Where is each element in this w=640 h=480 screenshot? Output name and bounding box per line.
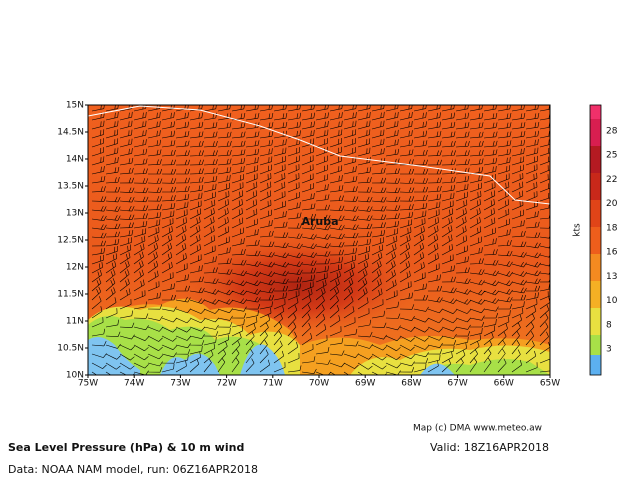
- colorbar-swatch: [590, 119, 601, 146]
- lat-label: 13.5N: [57, 182, 84, 192]
- colorbar-label: 20: [606, 199, 618, 209]
- colorbar-label: 25: [606, 151, 617, 161]
- place-label: Aruba: [301, 215, 338, 228]
- valid-time: Valid: 18Z16APR2018: [430, 441, 549, 454]
- lon-label: 65W: [540, 379, 560, 389]
- colorbar-swatch: [590, 355, 601, 375]
- colorbar-unit: kts: [573, 223, 583, 237]
- colorbar-swatch: [590, 105, 601, 119]
- colorbar-label: 16: [606, 248, 618, 258]
- colorbar-swatch: [590, 200, 601, 227]
- lon-label: 68W: [401, 379, 421, 389]
- colorbar-label: 13: [606, 272, 617, 282]
- colorbar-label: 10: [606, 296, 618, 306]
- colorbar-swatch: [590, 227, 601, 254]
- lat-label: 14N: [66, 155, 84, 165]
- lat-label: 12N: [66, 263, 84, 273]
- colorbar-swatch: [590, 146, 601, 173]
- colorbar-swatch: [590, 308, 601, 335]
- lat-label: 15N: [66, 101, 84, 111]
- lat-label: 10N: [66, 371, 84, 381]
- lon-label: 70W: [309, 379, 329, 389]
- lon-label: 73W: [170, 379, 190, 389]
- colorbar-label: 22: [606, 175, 617, 185]
- lon-label: 71W: [263, 379, 283, 389]
- lon-label: 66W: [494, 379, 514, 389]
- lat-label: 13N: [66, 209, 84, 219]
- lat-label: 11N: [66, 317, 84, 327]
- wind-field: [88, 105, 550, 375]
- colorbar-swatch: [590, 254, 601, 281]
- lon-label: 69W: [355, 379, 375, 389]
- lon-label: 67W: [447, 379, 467, 389]
- lat-label: 12.5N: [57, 236, 84, 246]
- calm-zone: [88, 336, 455, 375]
- colorbar-swatch: [590, 173, 601, 200]
- colorbar-label: 8: [606, 320, 612, 330]
- colorbar-swatch: [590, 281, 601, 308]
- data-source: Data: NOAA NAM model, run: 06Z16APR2018: [8, 463, 258, 476]
- map-credit: Map (c) DMA www.meteo.aw: [413, 424, 542, 434]
- lat-label: 14.5N: [57, 128, 84, 138]
- colorbar-label: 18: [606, 223, 618, 233]
- wind-barbs: [91, 105, 550, 375]
- lon-label: 75W: [78, 379, 98, 389]
- map-title: Sea Level Pressure (hPa) & 10 m wind: [8, 441, 244, 454]
- lat-label: 10.5N: [57, 344, 84, 354]
- colorbar-swatch: [590, 335, 601, 355]
- coastline: [88, 105, 550, 205]
- colorbar-frame: [589, 104, 602, 376]
- colorbar-label: 28: [606, 127, 618, 137]
- colorbar-label: 3: [606, 345, 612, 355]
- lat-label: 11.5N: [57, 290, 84, 300]
- lon-label: 74W: [124, 379, 144, 389]
- lon-label: 72W: [216, 379, 236, 389]
- colorbar: kts: [573, 104, 602, 376]
